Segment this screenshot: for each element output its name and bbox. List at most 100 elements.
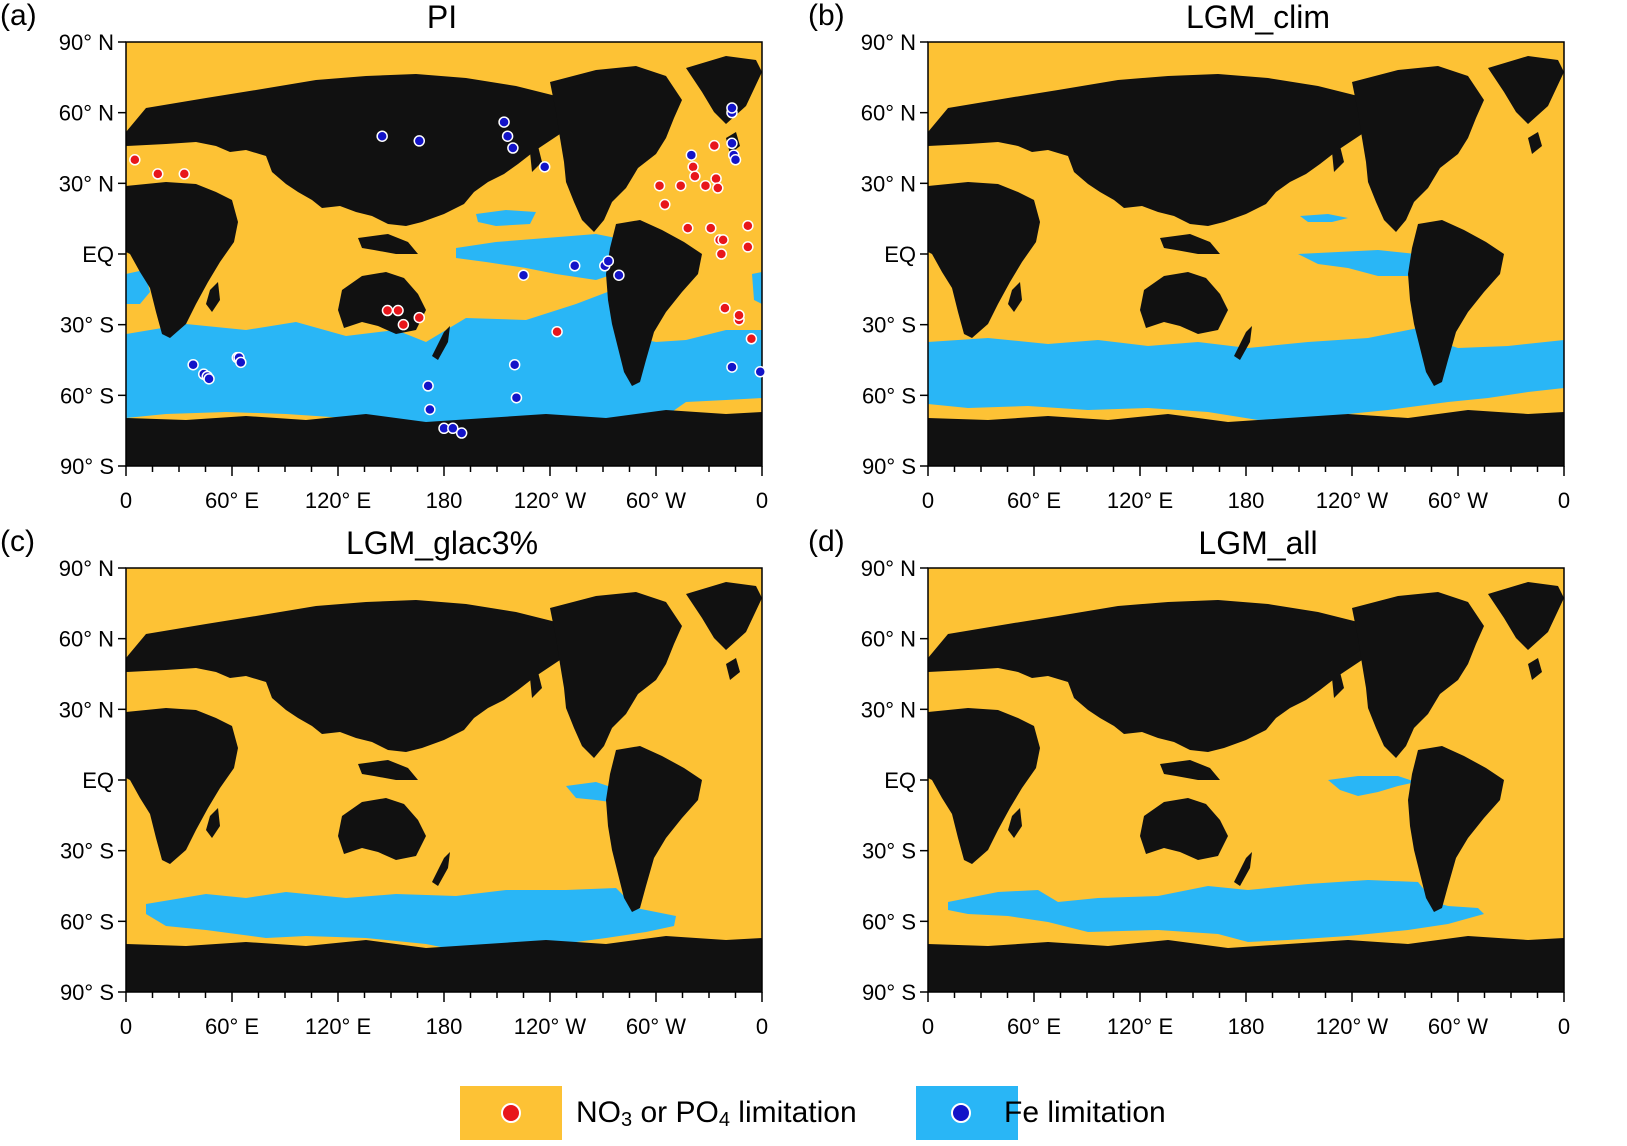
lon-tick-label: 120° W — [1316, 488, 1389, 513]
lon-tick-label: 120° W — [1316, 1014, 1389, 1039]
lon-tick-label: 180 — [1228, 1014, 1265, 1039]
lon-tick-label: 60° E — [1007, 1014, 1061, 1039]
lat-tick-label: 30° S — [862, 313, 916, 338]
legend-marker-fe — [951, 1103, 971, 1123]
land-uk — [1528, 658, 1542, 680]
land-greenland — [686, 582, 762, 650]
fe-region-eastern-pacific — [1298, 250, 1416, 276]
lon-tick-label: 60° E — [205, 488, 259, 513]
nutrient-observation-marker — [689, 170, 701, 183]
lat-tick-label: 30° S — [862, 839, 916, 864]
lat-tick-label: 60° S — [60, 909, 114, 934]
fe-observation-marker — [685, 149, 698, 161]
lat-tick-label: EQ — [884, 242, 916, 267]
nutrient-observation-marker — [699, 179, 712, 192]
land-japan — [1332, 146, 1344, 172]
lat-tick-label: 30° S — [60, 839, 114, 864]
lon-tick-label: 0 — [756, 1014, 768, 1039]
lon-tick-label: 120° W — [514, 488, 587, 513]
map-frame — [927, 567, 1565, 993]
lat-tick-label: EQ — [82, 242, 114, 267]
land-sea_islands — [1160, 234, 1220, 254]
land-madagascar — [206, 282, 220, 312]
land-newzealand — [432, 852, 450, 886]
nutrient-observation-marker — [551, 325, 563, 338]
lat-tick-label: EQ — [884, 768, 916, 793]
lon-tick-label: 60° W — [626, 1014, 686, 1039]
lat-tick-label: 90° S — [60, 980, 114, 1005]
fe-observation-marker — [507, 142, 519, 154]
fe-observation-marker — [501, 130, 514, 142]
nutrient-observation-marker — [742, 241, 754, 253]
lon-tick-label: 60° E — [205, 1014, 259, 1039]
nutrient-observation-marker — [708, 139, 721, 152]
nutrient-observation-marker — [381, 304, 394, 317]
fe-observation-marker — [754, 366, 766, 378]
nutrient-observation-marker — [659, 198, 671, 211]
land-southamerica — [606, 220, 702, 386]
fe-region-equatorial-pacific — [566, 782, 614, 802]
lat-tick-label: 90° N — [59, 556, 114, 581]
fe-observation-marker — [508, 358, 521, 371]
land-eurasia — [928, 600, 1374, 752]
lat-tick-label: 30° N — [59, 171, 114, 196]
land-japan — [530, 146, 542, 172]
land-newzealand — [1234, 326, 1252, 360]
panel-c: (c) LGM_glac3% 90° N 60° N 30° N EQ 30° S 60°… — [0, 526, 800, 1086]
lon-tick-label: 0 — [922, 1014, 934, 1039]
fe-observation-marker — [510, 391, 523, 404]
land-eurasia — [126, 74, 572, 226]
nutrient-observation-marker — [397, 318, 410, 331]
land-madagascar — [1008, 282, 1022, 312]
land-australia — [1140, 798, 1228, 860]
lon-tick-label: 120° W — [514, 1014, 587, 1039]
map-area — [927, 567, 1565, 993]
nutrient-observation-marker — [710, 172, 722, 185]
land-madagascar — [1008, 808, 1022, 838]
lat-tick-label: 90° N — [861, 556, 916, 581]
fe-region-equatorial-pacific — [476, 210, 536, 226]
fe-region-atlantic-east — [126, 270, 150, 304]
land-greenland — [1488, 56, 1564, 124]
lat-tick-label: 60° S — [60, 383, 114, 408]
panel-letter: (a) — [0, 0, 37, 32]
nutrient-observation-marker — [392, 304, 404, 317]
fe-region-southern-ocean — [928, 314, 1564, 420]
panel-letter: (d) — [808, 525, 845, 558]
land-southamerica — [1408, 746, 1504, 912]
lon-tick-label: 60° W — [1428, 488, 1488, 513]
lat-tick-label: 30° N — [861, 697, 916, 722]
legend-marker-nutrient — [501, 1103, 521, 1123]
fe-region-southern-ocean — [126, 288, 762, 434]
land-sea_islands — [1160, 760, 1220, 780]
land-australia — [338, 798, 426, 860]
land-australia — [1140, 272, 1228, 334]
lat-tick-label: 90° S — [60, 454, 114, 479]
land-southamerica — [1408, 220, 1504, 386]
land-antarctica — [126, 936, 762, 992]
land-greenland — [686, 56, 762, 124]
fe-observation-marker — [187, 358, 199, 371]
fe-observation-marker — [729, 154, 742, 166]
lon-tick-label: 0 — [1558, 1014, 1570, 1039]
lat-tick-label: 60° S — [862, 909, 916, 934]
land-southamerica — [606, 746, 702, 912]
lat-tick-label: EQ — [82, 768, 114, 793]
lat-tick-label: 60° N — [861, 627, 916, 652]
map-frame — [927, 41, 1565, 467]
land-eurasia — [126, 600, 572, 752]
lon-tick-label: 120° E — [1107, 488, 1173, 513]
nutrient-observation-marker — [152, 168, 164, 180]
map-area — [927, 41, 1565, 467]
nutrient-observation-marker — [413, 311, 426, 324]
fe-region-southern-ocean — [948, 880, 1484, 942]
fe-observation-marker — [613, 269, 625, 281]
lat-tick-label: 90° N — [861, 30, 916, 55]
land-madagascar — [206, 808, 220, 838]
fe-observation-marker — [422, 380, 434, 392]
panel-b: (b) LGM_clim 90° N 60° N 30° N EQ 30° S 60° S… — [808, 0, 1608, 560]
nutrient-observation-marker — [674, 179, 687, 192]
legend-nutrient: NO3 or PO4 limitation — [460, 1086, 880, 1146]
